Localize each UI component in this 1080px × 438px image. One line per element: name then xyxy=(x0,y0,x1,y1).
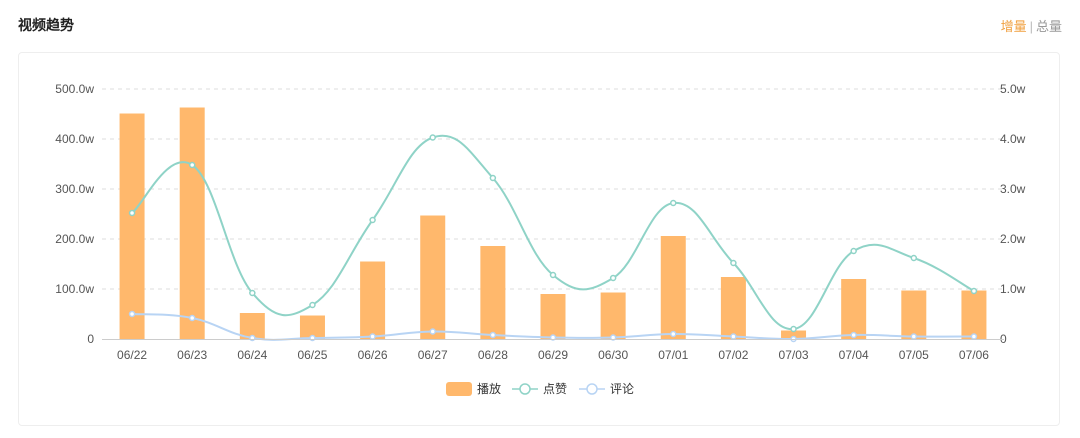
point-like[interactable] xyxy=(369,216,376,224)
x-tick-label: 07/02 xyxy=(718,348,748,362)
bar-play[interactable] xyxy=(781,330,807,340)
bar-play[interactable] xyxy=(239,313,265,339)
point-comment[interactable] xyxy=(128,310,136,318)
axes: 00100.0w1.0w200.0w2.0w300.0w3.0w400.0w4.… xyxy=(55,82,1025,362)
bar-play[interactable] xyxy=(720,277,746,339)
point-comment[interactable] xyxy=(850,331,857,339)
x-tick-label: 06/26 xyxy=(358,348,388,362)
point-like[interactable] xyxy=(730,259,737,267)
bar-play[interactable] xyxy=(540,294,566,339)
legend-swatch-play[interactable] xyxy=(446,382,472,396)
y-right-tick-label: 2.0w xyxy=(1000,232,1026,246)
point-comment[interactable] xyxy=(970,333,978,340)
point-like[interactable] xyxy=(970,287,978,295)
bar-play[interactable] xyxy=(841,279,867,339)
bar-play[interactable] xyxy=(600,292,626,340)
point-like[interactable] xyxy=(429,134,436,141)
point-like[interactable] xyxy=(188,161,196,169)
y-right-tick-label: 5.0w xyxy=(1000,82,1026,96)
x-tick-label: 07/06 xyxy=(959,348,989,362)
x-tick-label: 06/27 xyxy=(418,348,448,362)
legend-marker-like[interactable] xyxy=(519,383,531,395)
point-like[interactable] xyxy=(670,199,677,207)
x-tick-label: 07/04 xyxy=(839,348,869,362)
x-tick-label: 06/25 xyxy=(297,348,327,362)
bar-play[interactable] xyxy=(480,246,506,339)
point-like[interactable] xyxy=(910,254,918,262)
bar-play[interactable] xyxy=(660,236,686,339)
point-like[interactable] xyxy=(549,271,557,279)
bar-play[interactable] xyxy=(299,315,325,340)
line-series xyxy=(128,134,978,343)
bar-play[interactable] xyxy=(901,290,927,340)
bar-play[interactable] xyxy=(119,113,145,340)
point-like[interactable] xyxy=(850,247,857,255)
y-right-tick-label: 1.0w xyxy=(1000,282,1026,296)
point-like[interactable] xyxy=(489,174,497,182)
point-comment[interactable] xyxy=(188,314,196,322)
total-toggle[interactable]: 总量 xyxy=(1035,19,1062,34)
point-comment[interactable] xyxy=(429,328,436,335)
x-tick-label: 06/30 xyxy=(598,348,628,362)
bar-play[interactable] xyxy=(961,290,987,340)
increment-toggle[interactable]: 增量 xyxy=(1000,19,1027,34)
play-bars xyxy=(119,107,987,340)
y-left-tick-label: 300.0w xyxy=(55,182,94,196)
grid-lines xyxy=(102,88,1004,290)
x-tick-label: 07/01 xyxy=(658,348,688,362)
y-left-tick-label: 0 xyxy=(87,332,94,346)
view-toggle: 增量 | 总量 xyxy=(1001,16,1062,35)
page-title: 视频趋势 xyxy=(18,17,74,33)
point-comment[interactable] xyxy=(670,330,677,338)
y-left-tick-label: 400.0w xyxy=(55,132,94,146)
x-tick-label: 07/03 xyxy=(779,348,809,362)
bar-play[interactable] xyxy=(420,215,446,340)
bar-play[interactable] xyxy=(360,261,386,340)
x-tick-label: 07/05 xyxy=(899,348,929,362)
legend: 播放 点赞 评论 xyxy=(446,381,634,396)
legend-label-like[interactable]: 点赞 xyxy=(543,382,567,396)
point-comment[interactable] xyxy=(489,331,497,339)
x-tick-label: 06/23 xyxy=(177,348,207,362)
legend-marker-comment[interactable] xyxy=(586,383,598,395)
y-left-tick-label: 100.0w xyxy=(55,282,94,296)
point-like[interactable] xyxy=(609,274,617,282)
point-comment[interactable] xyxy=(369,333,376,340)
y-left-tick-label: 200.0w xyxy=(55,232,94,246)
point-like[interactable] xyxy=(128,209,136,217)
point-comment[interactable] xyxy=(910,333,918,340)
y-right-tick-label: 4.0w xyxy=(1000,132,1026,146)
y-right-tick-label: 3.0w xyxy=(1000,182,1026,196)
legend-label-comment[interactable]: 评论 xyxy=(610,382,634,396)
toggle-separator: | xyxy=(1029,19,1033,34)
x-tick-label: 06/28 xyxy=(478,348,508,362)
x-tick-label: 06/29 xyxy=(538,348,568,362)
point-like[interactable] xyxy=(790,325,797,333)
legend-label-play[interactable]: 播放 xyxy=(477,381,501,396)
bar-play[interactable] xyxy=(179,107,205,340)
point-like[interactable] xyxy=(309,301,316,309)
point-comment[interactable] xyxy=(730,333,737,340)
x-tick-label: 06/24 xyxy=(237,348,267,362)
x-tick-label: 06/22 xyxy=(117,348,147,362)
point-like[interactable] xyxy=(249,289,256,297)
y-left-tick-label: 500.0w xyxy=(55,82,94,96)
